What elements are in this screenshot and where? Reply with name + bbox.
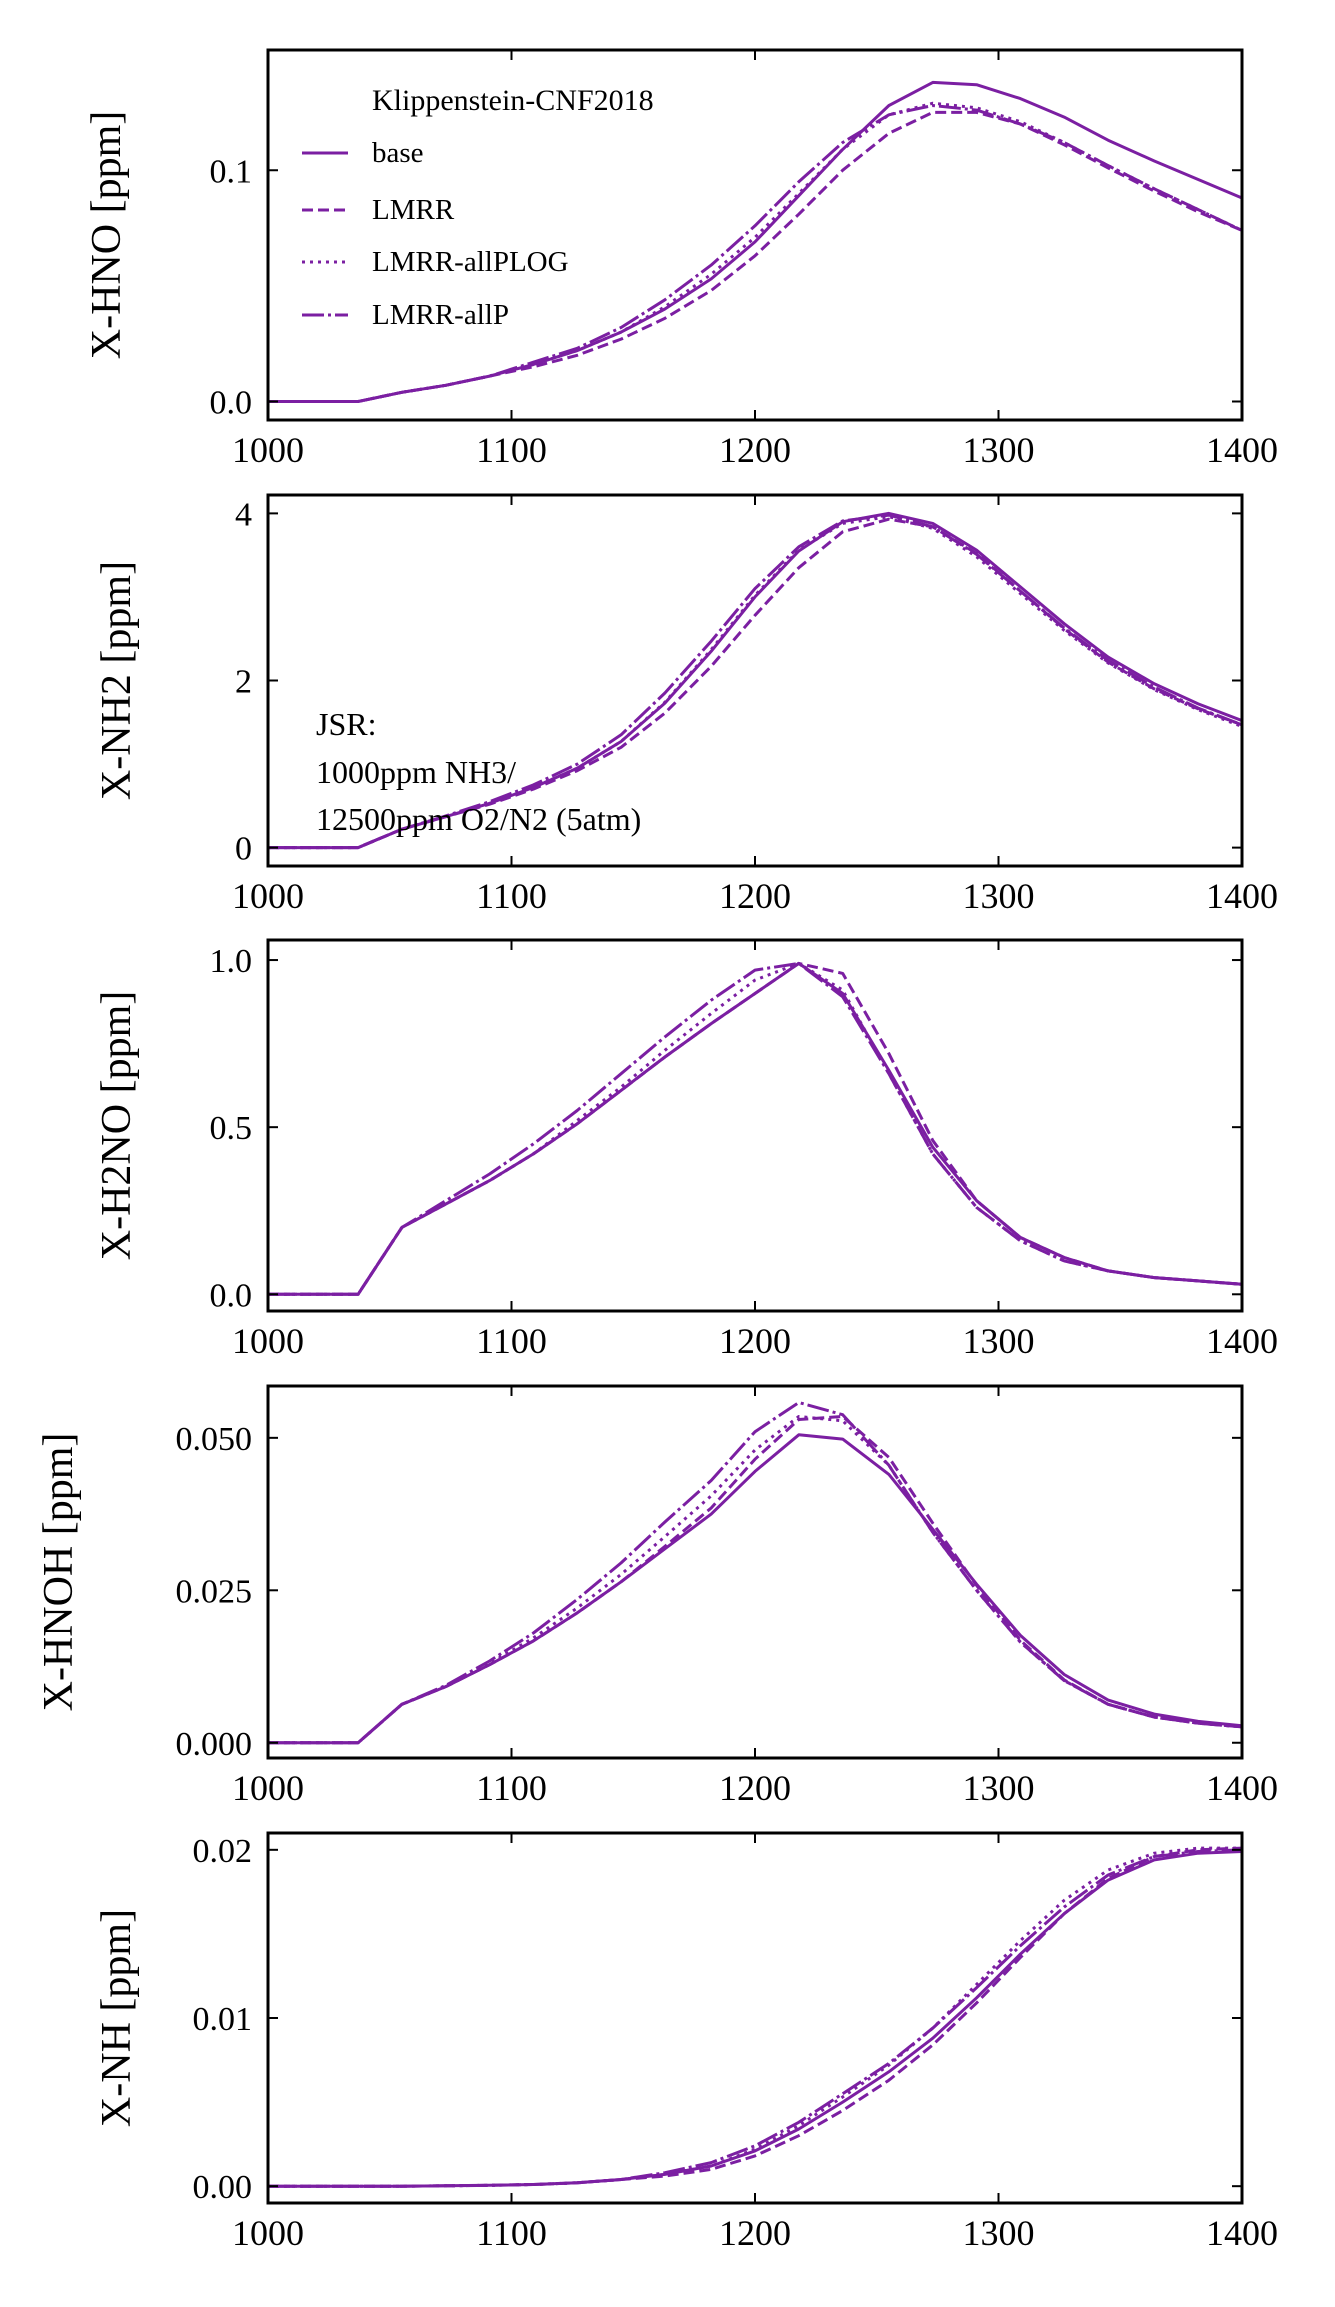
x-tick-label: 1100 [476, 430, 547, 470]
x-tick-label: 1200 [719, 430, 791, 470]
series-line-lmrr-allp [268, 1848, 1242, 2188]
series-line-base [268, 1850, 1242, 2188]
x-tick-label: 1300 [963, 1321, 1035, 1361]
legend-label-lmrr-allplog: LMRR-allPLOG [372, 246, 569, 278]
series-group [268, 511, 1242, 850]
x-tick-label: 1400 [1206, 876, 1278, 916]
x-tick-label: 1400 [1206, 1768, 1278, 1808]
legend-label-lmrr: LMRR [372, 194, 455, 226]
y-tick-label: 0.0 [210, 385, 253, 422]
series-line-lmrr-allplog [268, 1846, 1242, 2188]
plot-frame [266, 938, 1244, 1313]
x-tick-label: 1400 [1206, 1321, 1278, 1361]
series-group [268, 1401, 1242, 1745]
y-tick-label: 1.0 [210, 943, 253, 980]
series-line-lmrr-allp [268, 961, 1242, 1296]
series-line-base [268, 1433, 1242, 1745]
annotation-line-1: JSR: [316, 706, 376, 742]
x-tick-label: 1300 [963, 876, 1035, 916]
x-tick-label: 1000 [232, 1768, 304, 1808]
chart-panel-3: 1000 1100 1200 1300 1400 0.0 0.5 1.0 X-H2NO [ppm… [94, 938, 1278, 1361]
annotation-line-3: 12500ppm O2/N2 (5atm) [316, 801, 641, 837]
x-tick-label: 1400 [1206, 430, 1278, 470]
y-tick-label: 0.025 [176, 1573, 253, 1610]
x-tick-label: 1100 [476, 1321, 547, 1361]
x-tick-label: 1100 [476, 876, 547, 916]
legend-label-lmrr-allp: LMRR-allP [372, 299, 509, 331]
series-line-lmrr [268, 517, 1242, 850]
series-line-base [268, 80, 1242, 403]
x-tick-label: 1000 [232, 430, 304, 470]
chart-panel-1: 1000 1100 1200 1300 1400 0.0 0.1 X-HNO [ppm] [84, 48, 1278, 470]
x-tick-label: 1200 [719, 1321, 791, 1361]
y-axis-label: X-HNOH [ppm] [36, 1433, 82, 1712]
x-tick-label: 1300 [963, 1768, 1035, 1808]
legend-label-base: base [372, 137, 424, 169]
x-tick-label: 1200 [719, 876, 791, 916]
series-line-lmrr [268, 1846, 1242, 2188]
series-line-lmrr-allp [268, 513, 1242, 850]
chart-panel-4: 1000 1100 1200 1300 1400 0.000 0.025 0.050 X-HNO… [36, 1384, 1278, 1808]
x-tick-label: 1300 [963, 430, 1035, 470]
series-line-base [268, 511, 1242, 850]
y-tick-label: 0.01 [193, 2001, 253, 2038]
y-tick-label: 0.02 [193, 1833, 253, 1870]
series-line-base [268, 961, 1242, 1296]
legend-entry-lmrr-allp: LMRR-allP [302, 299, 509, 331]
series-group [268, 80, 1242, 403]
chart-panel-5: 1000 1100 1200 1300 1400 0.00 0.01 0.02 X-NH [pp… [94, 1831, 1278, 2253]
x-tick-label: 1000 [232, 1321, 304, 1361]
annotation-line-2: 1000ppm NH3/ [316, 754, 516, 790]
series-group [268, 961, 1242, 1296]
x-tick-label: 1200 [719, 1768, 791, 1808]
series-line-lmrr-allp [268, 104, 1242, 403]
x-tick-label: 1300 [963, 2213, 1035, 2253]
series-group [268, 1846, 1242, 2188]
series-line-lmrr-allplog [268, 515, 1242, 850]
y-tick-label: 0.0 [210, 1277, 253, 1314]
x-tick-label: 1100 [476, 1768, 547, 1808]
x-tick-label: 1400 [1206, 2213, 1278, 2253]
y-tick-label: 0.000 [176, 1726, 253, 1763]
y-axis-label: X-H2NO [ppm] [94, 991, 140, 1260]
y-tick-label: 0.00 [193, 2169, 253, 2206]
y-tick-label: 0 [235, 831, 252, 868]
x-tick-label: 1100 [476, 2213, 547, 2253]
y-tick-label: 4 [235, 496, 252, 533]
x-tick-label: 1000 [232, 876, 304, 916]
series-line-lmrr-allplog [268, 961, 1242, 1296]
series-line-lmrr-allp [268, 1401, 1242, 1745]
legend-entry-lmrr: LMRR [302, 194, 455, 226]
legend-title: Klippenstein-CNF2018 [372, 84, 654, 117]
legend-entry-base: base [302, 137, 424, 169]
x-tick-label: 1000 [232, 2213, 304, 2253]
y-tick-label: 2 [235, 664, 252, 701]
y-tick-label: 0.5 [210, 1110, 253, 1147]
legend: Klippenstein-CNF2018 base LMRR LMRR-allP… [302, 84, 654, 331]
y-axis-label: X-NH2 [ppm] [94, 561, 140, 800]
y-axis-label: X-NH [ppm] [94, 1909, 140, 2127]
y-tick-label: 0.050 [176, 1421, 253, 1458]
y-axis-label: X-HNO [ppm] [84, 111, 130, 359]
y-tick-label: 0.1 [210, 153, 253, 190]
legend-entry-lmrr-allplog: LMRR-allPLOG [302, 246, 569, 278]
plot-frame [266, 1384, 1244, 1760]
series-line-lmrr [268, 961, 1242, 1296]
x-tick-label: 1200 [719, 2213, 791, 2253]
conditions-annotation: JSR: 1000ppm NH3/ 12500ppm O2/N2 (5atm) [316, 706, 641, 837]
chart-panel-2: 1000 1100 1200 1300 1400 0 2 4 X-NH2 [ppm] [94, 493, 1278, 916]
